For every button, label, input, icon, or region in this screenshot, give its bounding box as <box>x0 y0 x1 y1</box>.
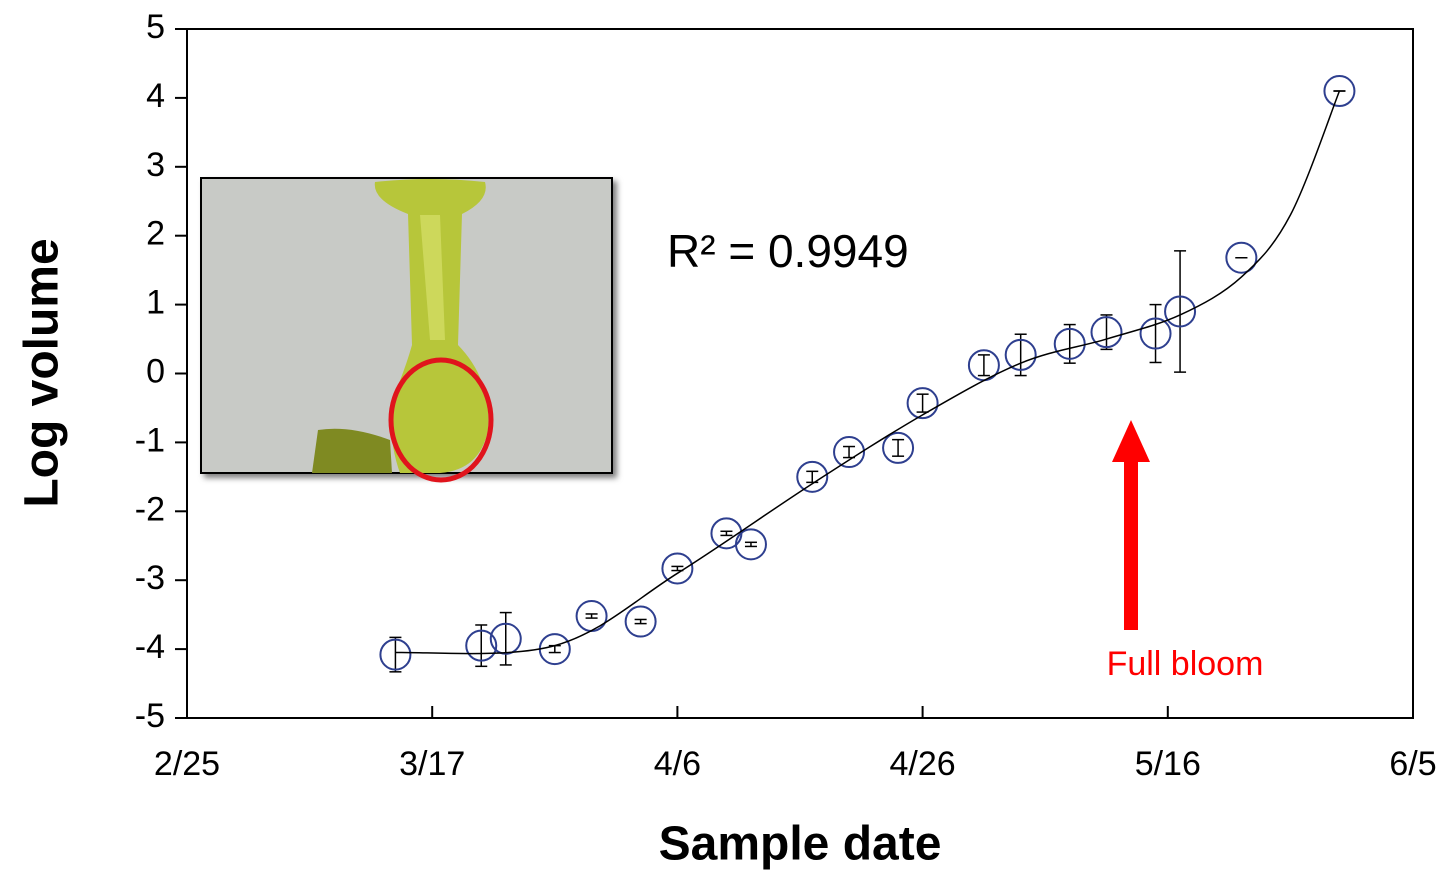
y-tick-label: 1 <box>146 284 165 322</box>
error-bar <box>892 438 905 457</box>
error-bar <box>1174 250 1187 373</box>
data-point <box>661 552 694 585</box>
data-point <box>465 629 498 662</box>
error-bar <box>1014 333 1027 377</box>
arrow <box>1112 420 1150 630</box>
error-bar <box>1100 314 1113 351</box>
fit-line <box>395 90 1341 655</box>
y-axis-title: Log volume <box>16 238 69 507</box>
inset-photo <box>200 177 613 483</box>
error-bar <box>720 530 733 537</box>
error-bar <box>916 393 929 413</box>
x-tick-label: 6/5 <box>1389 745 1436 783</box>
error-bar <box>843 445 856 459</box>
data-point <box>624 605 657 638</box>
data-point <box>833 436 866 469</box>
x-axis-title: Sample date <box>659 818 942 871</box>
data-point <box>1004 338 1037 371</box>
error-bar <box>634 618 647 625</box>
y-tick-label: 4 <box>146 77 165 115</box>
data-point <box>1225 241 1258 274</box>
error-bar <box>977 354 990 377</box>
y-tick-label: -2 <box>135 490 165 528</box>
r-squared: R² = 0.9949 <box>667 225 909 277</box>
y-tick-label: -4 <box>135 628 165 666</box>
data-point <box>796 460 829 493</box>
y-tick-label: 0 <box>146 352 165 390</box>
y-tick-label: -3 <box>135 559 165 597</box>
data-point <box>906 387 939 420</box>
data-point <box>1053 327 1086 360</box>
data-point <box>379 638 412 671</box>
x-tick-label: 3/17 <box>399 745 465 783</box>
x-tick-label: 5/16 <box>1135 745 1201 783</box>
y-tick-label: 2 <box>146 215 165 253</box>
y-tick-label: -1 <box>135 421 165 459</box>
data-point <box>1164 295 1197 328</box>
error-bar <box>744 541 757 548</box>
annotation: Full bloom <box>1107 645 1264 683</box>
data-point <box>882 431 915 464</box>
y-tick-label: 5 <box>146 8 165 46</box>
data-point <box>489 622 522 655</box>
error-bar <box>499 611 512 666</box>
x-tick-label: 4/26 <box>890 745 956 783</box>
error-bar <box>585 613 598 619</box>
x-tick-label: 2/25 <box>154 745 220 783</box>
error-bar <box>389 636 402 673</box>
data-point <box>734 528 767 561</box>
y-tick-label: 3 <box>146 146 165 184</box>
error-bar <box>806 470 819 484</box>
y-tick-label: -5 <box>135 697 165 735</box>
data-point <box>1323 75 1356 108</box>
data-point <box>1090 316 1123 349</box>
data-point <box>1139 317 1172 350</box>
x-tick-label: 4/6 <box>654 745 701 783</box>
error-bar <box>1063 323 1076 364</box>
error-bar <box>1149 303 1162 364</box>
error-bar <box>475 624 488 668</box>
